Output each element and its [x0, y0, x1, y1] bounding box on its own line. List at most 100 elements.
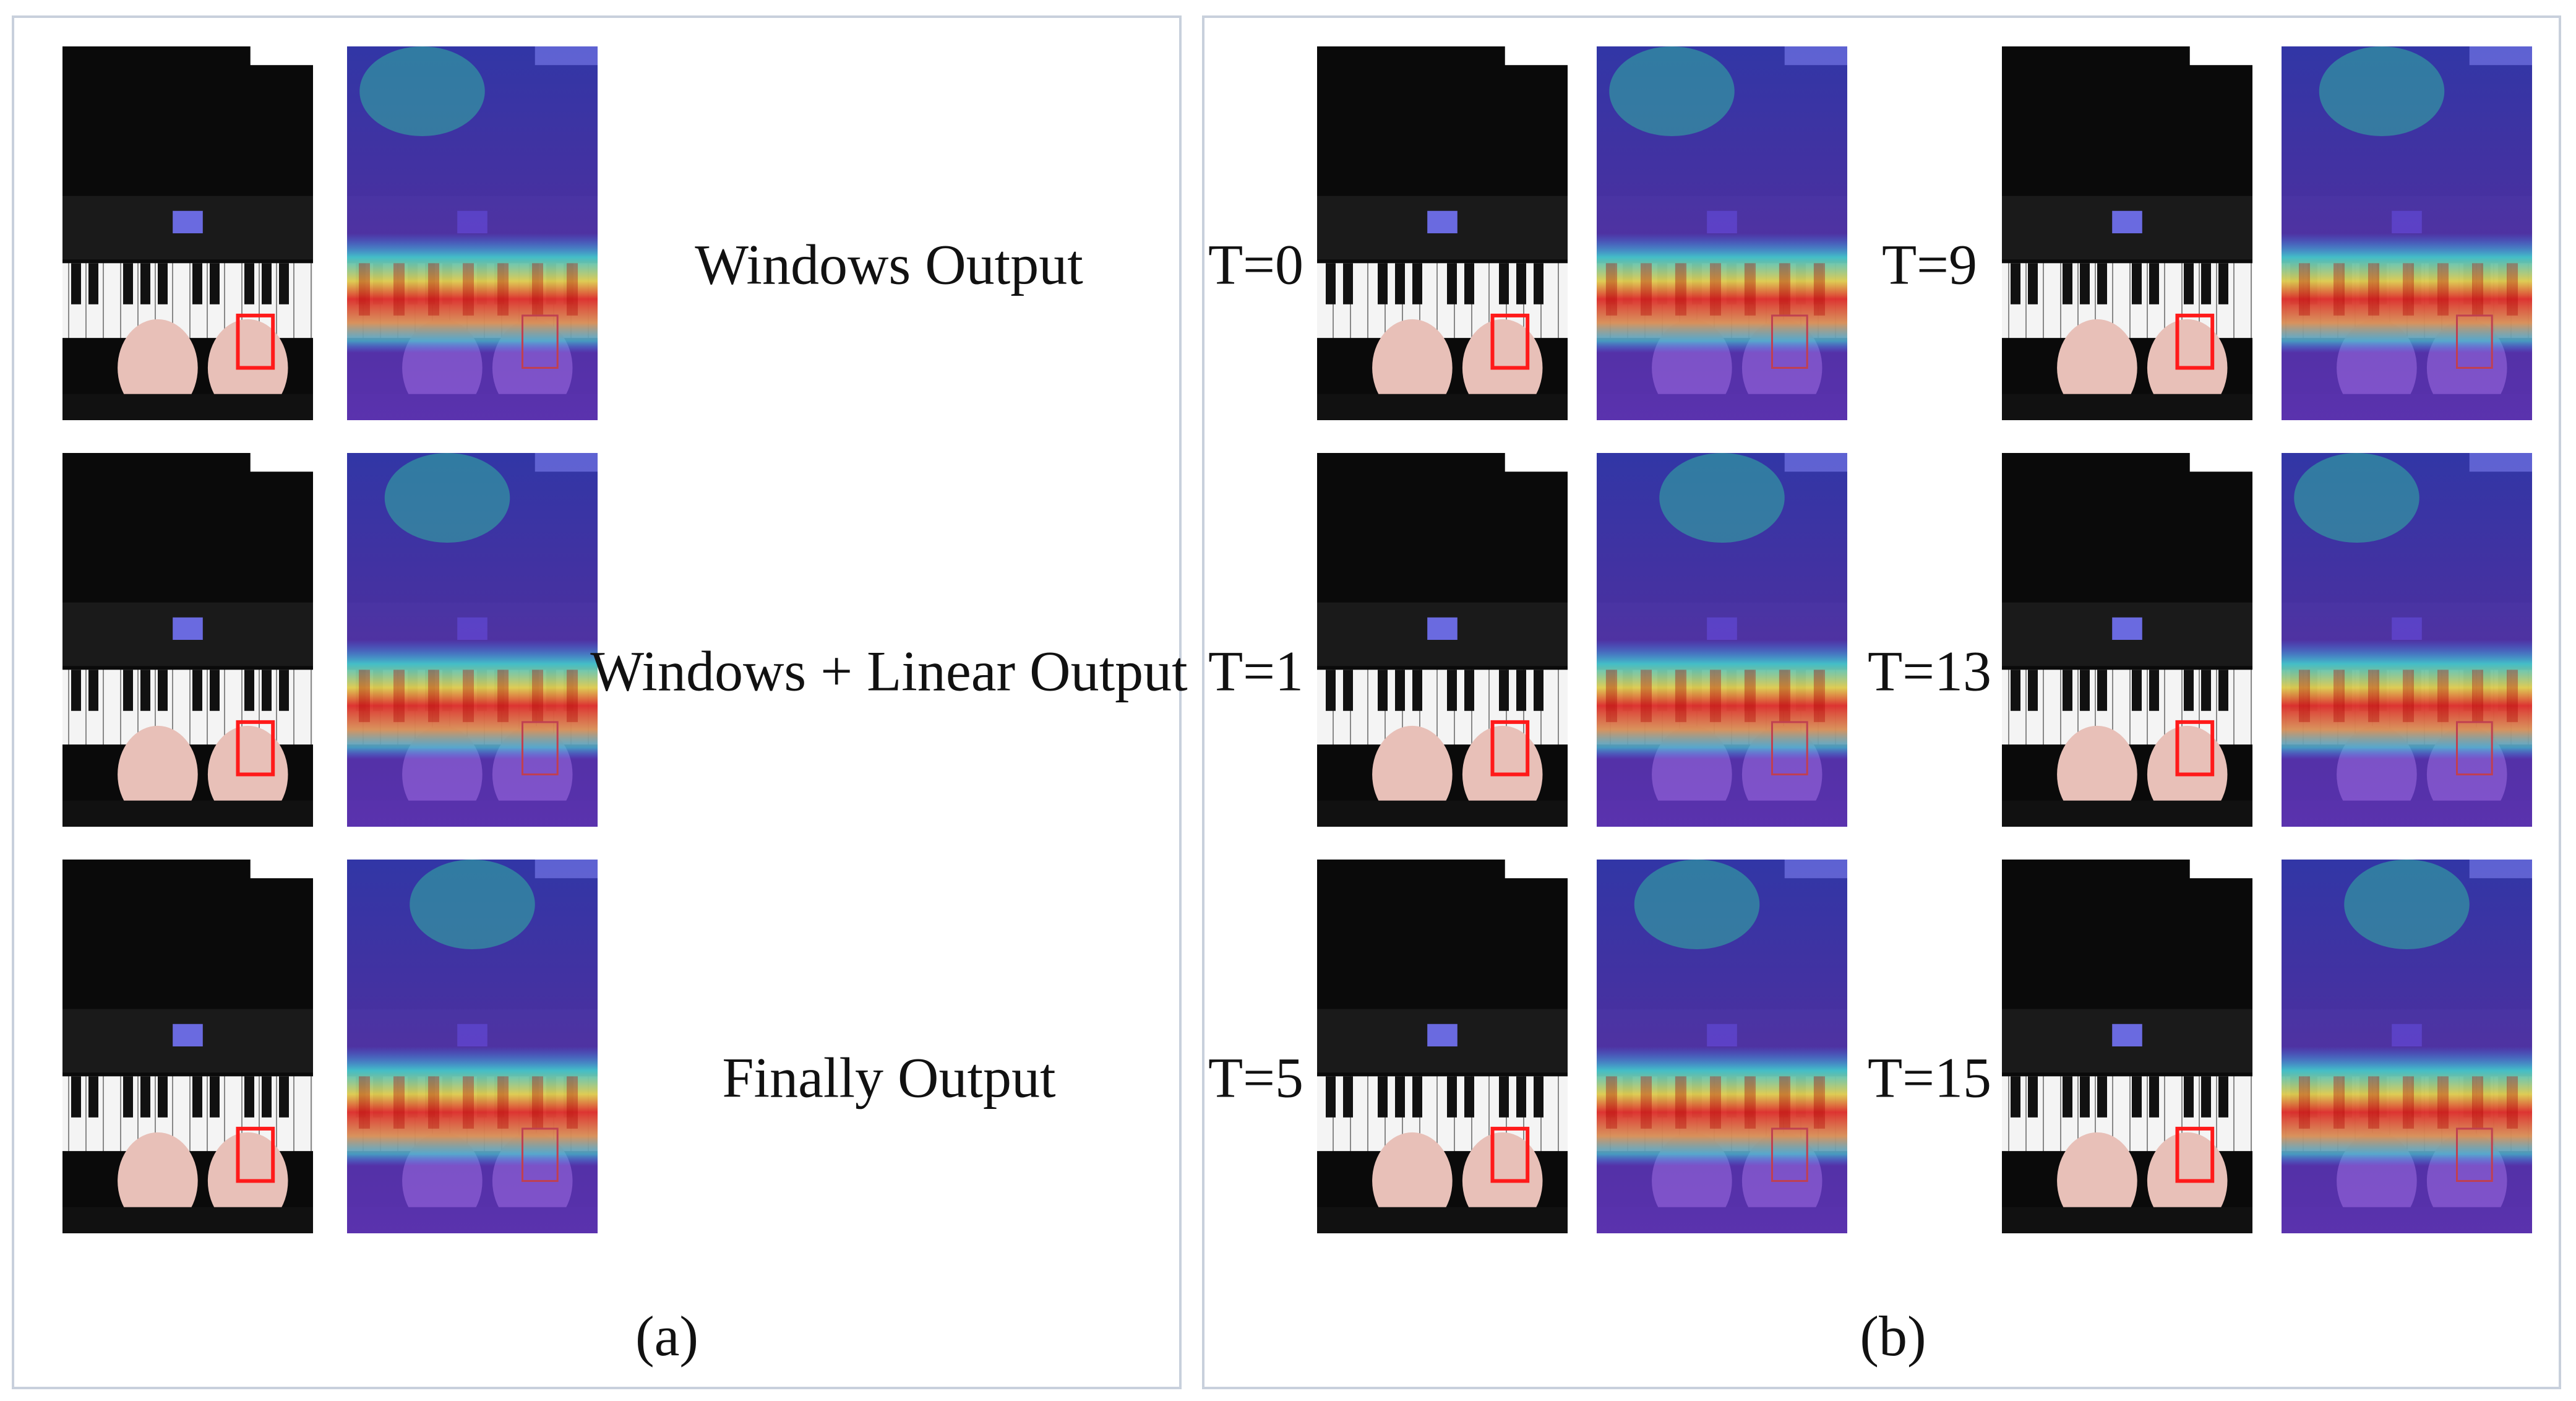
black-key [140, 670, 150, 711]
black-key [1447, 670, 1457, 711]
floor [2002, 800, 2252, 827]
black-key [123, 1076, 133, 1118]
black-key [1412, 263, 1422, 304]
black-key [1464, 670, 1474, 711]
panel-frame [1202, 15, 2561, 1389]
black-key [140, 263, 150, 304]
display [1427, 1024, 1458, 1046]
bbox [522, 1127, 559, 1182]
black-key [1378, 670, 1388, 711]
floor [1317, 1207, 1568, 1233]
logo [250, 46, 313, 66]
hand [118, 725, 198, 823]
heat-blob [1659, 453, 1785, 543]
keyboard [1317, 1076, 1568, 1152]
floor [62, 1207, 313, 1233]
black-key [2063, 670, 2072, 711]
black-key [2184, 670, 2194, 711]
heat-blob [1609, 46, 1735, 136]
black-key [2218, 1076, 2228, 1118]
black-key [1534, 263, 1543, 304]
black-key [2201, 263, 2211, 304]
black-key [279, 1076, 289, 1118]
floor [2002, 1207, 2252, 1233]
display [2112, 210, 2142, 233]
time-label: T=5 [1208, 1046, 1303, 1110]
heat-stripes [347, 263, 598, 316]
black-key [279, 263, 289, 304]
black-key [210, 263, 220, 304]
black-key [71, 670, 81, 711]
display [173, 617, 203, 640]
bbox [1490, 1126, 1530, 1183]
logo [250, 860, 313, 879]
display [173, 210, 203, 233]
panel-frame [12, 15, 1182, 1389]
keyboard [2002, 1076, 2252, 1152]
black-key [1343, 1076, 1353, 1118]
black-key [210, 1076, 220, 1118]
image-pair [62, 46, 598, 420]
black-key [2063, 263, 2072, 304]
floor [1317, 394, 1568, 420]
keyboard [2002, 670, 2252, 745]
row-label: Finally Output [722, 1046, 1056, 1110]
heat-blob [2294, 453, 2419, 543]
black-key [192, 1076, 202, 1118]
keyboard [62, 670, 313, 745]
keyboard [2002, 263, 2252, 338]
black-key [1412, 670, 1422, 711]
bbox [1771, 314, 1808, 369]
bbox [236, 1126, 275, 1183]
bbox [1490, 313, 1530, 370]
black-key [2080, 1076, 2090, 1118]
black-key [71, 263, 81, 304]
black-key [1534, 670, 1543, 711]
black-key [1499, 1076, 1509, 1118]
bbox [1771, 1127, 1808, 1182]
image-pair [1317, 46, 1847, 420]
black-key [1447, 1076, 1457, 1118]
display [1427, 210, 1458, 233]
keyboard [62, 263, 313, 338]
black-key [1516, 263, 1526, 304]
hand [1372, 725, 1453, 823]
black-key [1464, 263, 1474, 304]
heat-blob [410, 860, 535, 949]
black-key [2028, 263, 2038, 304]
logo [250, 453, 313, 472]
time-label: T=15 [1868, 1046, 1991, 1110]
hand [2057, 319, 2137, 416]
hand [118, 1132, 198, 1230]
black-key [2149, 1076, 2159, 1118]
bbox [236, 720, 275, 777]
black-key [1395, 1076, 1405, 1118]
floor [62, 800, 313, 827]
bbox [236, 313, 275, 370]
image-pair [2002, 46, 2532, 420]
black-key [123, 263, 133, 304]
black-key [2080, 670, 2090, 711]
logo [1505, 46, 1568, 66]
heat-blob [2319, 46, 2445, 136]
heat-stripes [347, 670, 598, 722]
black-key [2184, 263, 2194, 304]
black-key [1447, 263, 1457, 304]
black-key [1499, 263, 1509, 304]
bbox [2175, 1126, 2215, 1183]
heat-blob [2344, 860, 2470, 949]
hand [1372, 319, 1453, 416]
black-key [2080, 263, 2090, 304]
black-key [2011, 263, 2020, 304]
logo [1505, 860, 1568, 879]
keyboard [1317, 670, 1568, 745]
heat-stripes [2282, 1076, 2532, 1129]
logo [2189, 46, 2252, 66]
display [2112, 1024, 2142, 1046]
black-key [2011, 1076, 2020, 1118]
time-label: T=1 [1208, 640, 1303, 703]
image-pair [2002, 860, 2532, 1233]
black-key [2028, 1076, 2038, 1118]
black-key [1499, 670, 1509, 711]
